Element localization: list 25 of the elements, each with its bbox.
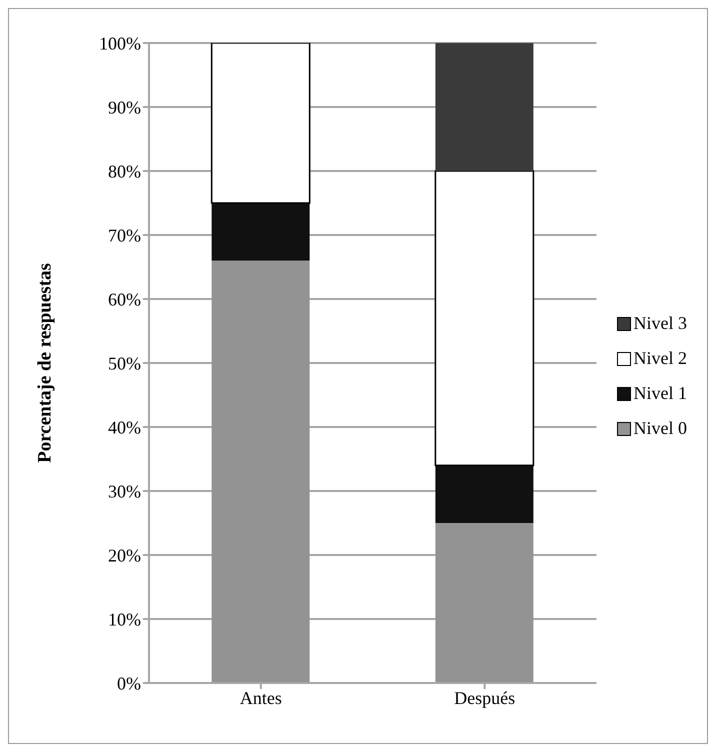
x-tick-label: Después: [454, 688, 516, 708]
bar: [434, 170, 534, 466]
y-tick-label: 70%: [108, 225, 141, 246]
bar: [435, 465, 534, 523]
bar: [212, 203, 310, 261]
y-tick-label: 50%: [108, 353, 141, 374]
y-tick-label: 90%: [108, 97, 141, 118]
y-tick-label: 100%: [99, 33, 141, 54]
legend-label: Nivel 2: [634, 348, 687, 369]
y-tick-label: 0%: [117, 673, 141, 694]
legend-label: Nivel 0: [634, 418, 687, 439]
y-tick-label: 80%: [108, 161, 141, 182]
x-tick-label: Antes: [240, 688, 282, 708]
legend-label: Nivel 1: [634, 383, 687, 404]
bar: [435, 43, 534, 171]
y-tick-label: 40%: [108, 417, 141, 438]
y-tick-label: 30%: [108, 481, 141, 502]
legend-label: Nivel 3: [634, 313, 687, 334]
bar: [210, 43, 310, 204]
y-tick-label: 60%: [108, 289, 141, 310]
y-axis-title: Porcentaje de respuestas: [34, 263, 56, 463]
y-tick-label: 10%: [108, 609, 141, 630]
y-tick-label: 20%: [108, 545, 141, 566]
bar: [435, 523, 534, 683]
bar: [212, 260, 310, 683]
